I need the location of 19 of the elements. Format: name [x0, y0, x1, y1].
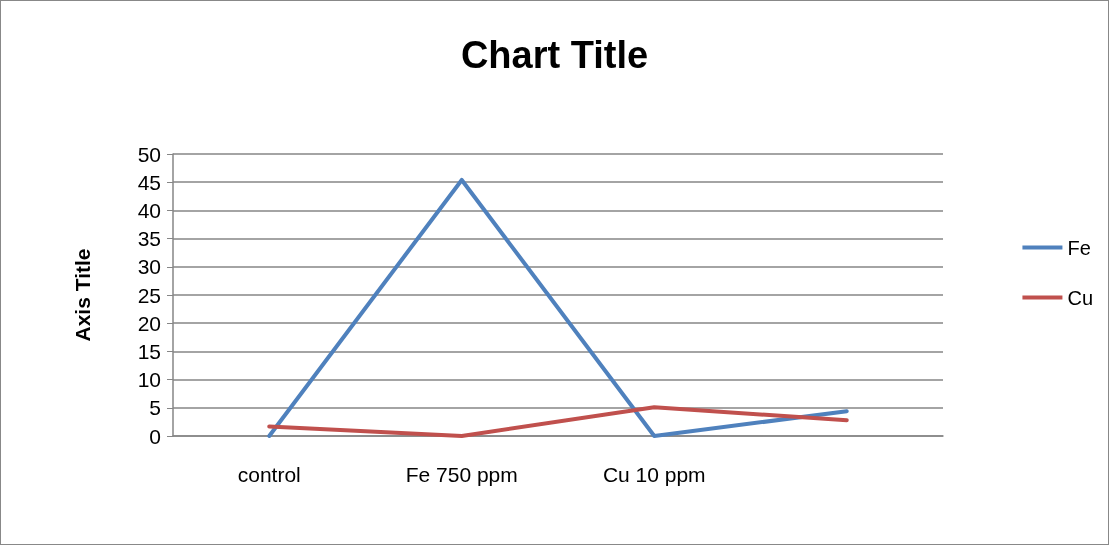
- legend-label: Fe: [1067, 236, 1091, 259]
- chart-title: Chart Title: [460, 34, 649, 76]
- y-tick-label: 15: [137, 339, 161, 363]
- y-tick-label: 20: [137, 311, 161, 335]
- x-tick-label: Cu 10 ppm: [602, 463, 706, 486]
- y-tick-label: 40: [137, 198, 161, 222]
- x-tick-label: control: [237, 463, 301, 486]
- line-series: [267, 405, 849, 438]
- y-axis-title: Axis Title: [71, 248, 94, 342]
- y-tick-label: 45: [137, 170, 161, 194]
- y-tick-label: 10: [137, 368, 161, 392]
- y-tick-label: 50: [137, 142, 161, 166]
- y-tick-label: 25: [137, 283, 161, 307]
- y-tick-label: 35: [137, 227, 161, 251]
- x-tick-label: Fe 750 ppm: [405, 463, 518, 486]
- y-tick-label: 30: [137, 255, 161, 279]
- y-tick-label: 5: [149, 396, 161, 420]
- legend-label: Cu: [1067, 286, 1094, 309]
- y-tick-label: 0: [149, 424, 161, 448]
